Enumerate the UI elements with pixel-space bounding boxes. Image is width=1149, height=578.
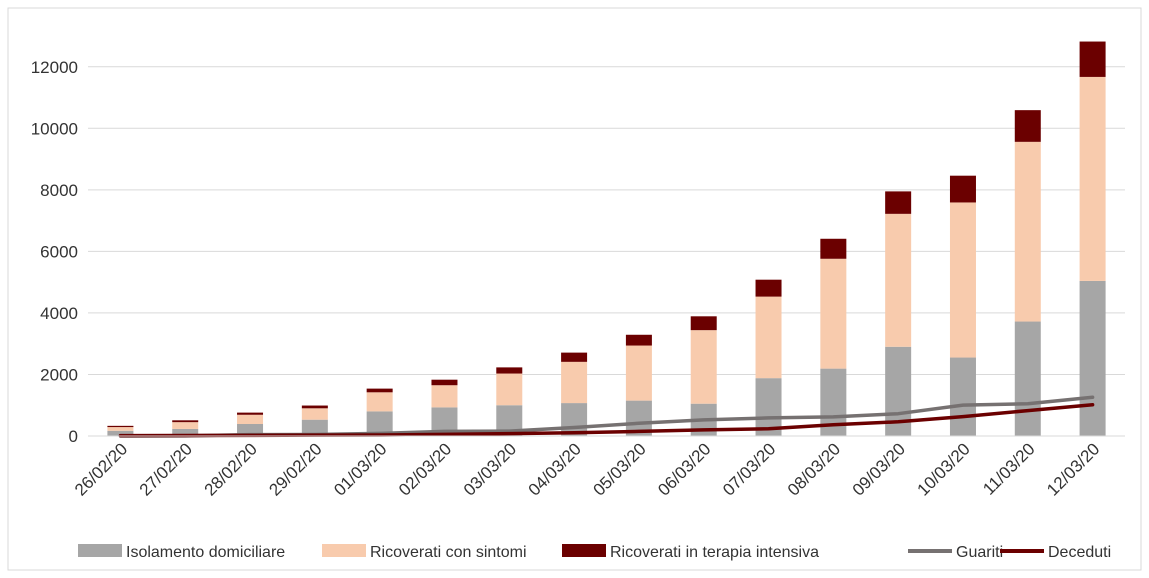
bar-ricoverati-con-sintomi (431, 385, 458, 408)
legend-swatch (562, 544, 606, 557)
bar-isolamento-domiciliare (561, 403, 588, 436)
x-tick-label: 26/02/20 (71, 439, 131, 499)
y-tick-label: 2000 (40, 365, 78, 384)
bar-ricoverati-con-sintomi (172, 422, 199, 429)
legend-label: Guariti (956, 544, 1003, 561)
bar-ricoverati-con-sintomi (949, 202, 976, 358)
bar-ricoverati-con-sintomi (496, 373, 523, 406)
x-tick-label: 11/03/20 (979, 439, 1038, 498)
bar-ricoverati-con-sintomi (885, 213, 912, 347)
y-tick-label: 4000 (40, 304, 78, 323)
x-tick-label: 09/03/20 (849, 439, 909, 499)
x-tick-label: 29/02/20 (265, 439, 325, 499)
x-tick-label: 28/02/20 (201, 439, 261, 499)
y-tick-label: 10000 (31, 119, 78, 138)
bar-isolamento-domiciliare (107, 430, 134, 436)
x-tick-label: 08/03/20 (784, 439, 844, 499)
bar-ricoverati-in-terapia-intensiva (561, 352, 588, 362)
bar-ricoverati-con-sintomi (1014, 141, 1041, 322)
bar-isolamento-domiciliare (1079, 280, 1106, 436)
y-axis-ticks: 0 2000 4000 6000 8000 10000 12000 (31, 58, 78, 446)
bar-isolamento-domiciliare (172, 428, 199, 436)
legend-label: Ricoverati con sintomi (370, 544, 527, 561)
x-tick-label: 03/03/20 (460, 439, 520, 499)
bar-ricoverati-in-terapia-intensiva (107, 425, 134, 428)
y-tick-label: 8000 (40, 181, 78, 200)
x-tick-label: 05/03/20 (589, 439, 649, 499)
bar-ricoverati-in-terapia-intensiva (496, 367, 523, 374)
bar-isolamento-domiciliare (301, 419, 328, 436)
x-tick-label: 10/03/20 (914, 439, 974, 499)
legend-label: Deceduti (1048, 544, 1111, 561)
bar-ricoverati-in-terapia-intensiva (885, 191, 912, 214)
x-tick-label: 12/03/20 (1043, 439, 1103, 499)
y-tick-label: 0 (69, 427, 78, 446)
bars (107, 41, 1106, 436)
bar-ricoverati-in-terapia-intensiva (625, 334, 652, 346)
bar-ricoverati-in-terapia-intensiva (1079, 41, 1106, 77)
x-tick-label: 07/03/20 (719, 439, 779, 499)
x-tick-label: 02/03/20 (395, 439, 455, 499)
bar-ricoverati-in-terapia-intensiva (755, 279, 782, 297)
bar-ricoverati-in-terapia-intensiva (366, 388, 393, 393)
lines (118, 395, 1095, 438)
x-tick-label: 04/03/20 (525, 439, 585, 499)
y-tick-label: 6000 (40, 242, 78, 261)
bar-ricoverati-in-terapia-intensiva (820, 238, 847, 259)
bar-ricoverati-con-sintomi (107, 427, 134, 431)
bar-ricoverati-con-sintomi (1079, 76, 1106, 281)
bar-ricoverati-in-terapia-intensiva (949, 175, 976, 203)
bar-isolamento-domiciliare (949, 357, 976, 436)
bar-ricoverati-in-terapia-intensiva (431, 379, 458, 386)
bar-ricoverati-con-sintomi (366, 392, 393, 412)
bar-isolamento-domiciliare (755, 378, 782, 436)
bar-ricoverati-con-sintomi (755, 296, 782, 379)
legend-label: Ricoverati in terapia intensiva (610, 544, 819, 561)
legend: Isolamento domiciliare Ricoverati con sin… (78, 544, 1111, 561)
bar-ricoverati-in-terapia-intensiva (690, 316, 717, 331)
bar-ricoverati-in-terapia-intensiva (1014, 110, 1041, 142)
legend-label: Isolamento domiciliare (126, 544, 285, 561)
bar-ricoverati-con-sintomi (690, 330, 717, 404)
x-axis-ticks: 26/02/20 27/02/20 28/02/20 29/02/20 01/03/20… (71, 439, 1103, 499)
bar-ricoverati-con-sintomi (561, 361, 588, 404)
chart-border (7, 7, 1142, 571)
legend-swatch (78, 544, 122, 557)
line-deceduti (118, 402, 1095, 438)
y-tick-label: 12000 (31, 58, 78, 77)
x-tick-label: 01/03/20 (330, 439, 390, 499)
legend-swatch (322, 544, 366, 557)
bar-ricoverati-con-sintomi (237, 414, 264, 424)
bar-ricoverati-con-sintomi (820, 258, 847, 369)
x-tick-label: 06/03/20 (654, 439, 714, 499)
bar-ricoverati-con-sintomi (625, 345, 652, 401)
bar-ricoverati-con-sintomi (301, 408, 328, 420)
x-tick-label: 27/02/20 (136, 439, 196, 499)
bar-ricoverati-in-terapia-intensiva (301, 405, 328, 409)
bar-ricoverati-in-terapia-intensiva (237, 412, 264, 415)
bar-ricoverati-in-terapia-intensiva (172, 420, 199, 423)
bar-isolamento-domiciliare (1014, 321, 1041, 436)
